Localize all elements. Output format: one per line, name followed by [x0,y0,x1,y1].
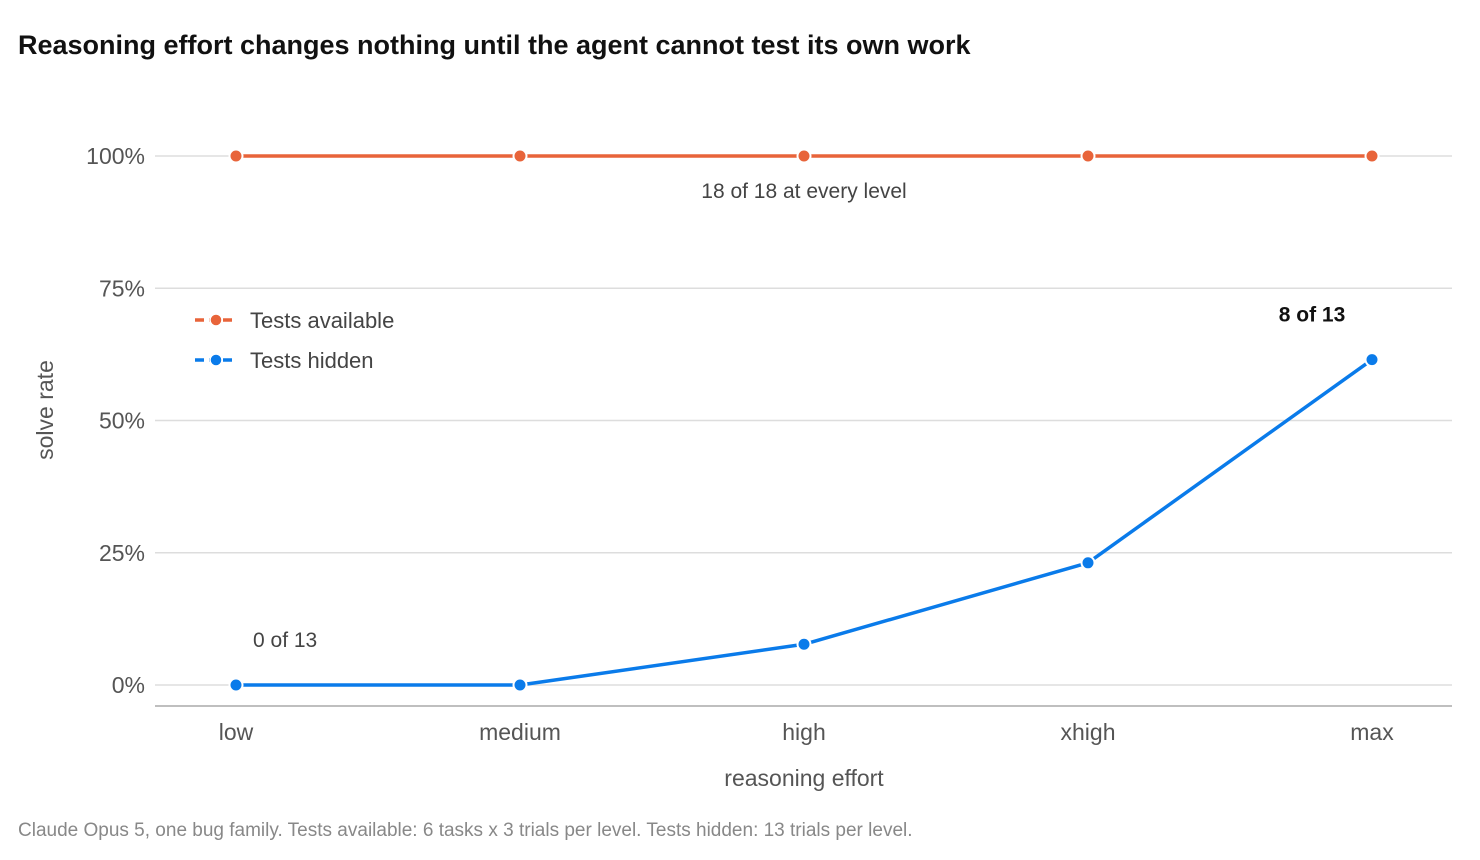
annotations: 18 of 18 at every level 0 of 13 8 of 13 [253,180,1345,652]
data-point [796,636,812,652]
x-axis-title: reasoning effort [724,765,884,791]
y-tick-label: 50% [99,408,145,434]
series-group [228,148,1380,164]
data-point [796,148,812,164]
chart-caption: Claude Opus 5, one bug family. Tests ava… [18,820,913,841]
x-axis-ticks: low medium high xhigh max [219,719,1394,745]
y-axis-ticks: 0% 25% 50% 75% 100% [86,143,145,698]
x-tick-label: xhigh [1061,719,1116,745]
x-tick-label: medium [479,719,561,745]
data-point [228,677,244,693]
legend-swatch-marker [209,353,223,367]
series-line [236,358,1374,687]
gridlines [155,155,1452,686]
annotation-label: 18 of 18 at every level [701,180,906,203]
legend-label: Tests hidden [250,348,374,373]
legend-item: Tests hidden [195,348,374,373]
data-point [1364,352,1380,368]
x-tick-label: low [219,719,254,745]
x-tick-label: max [1350,719,1394,745]
data-point [228,148,244,164]
series-lines [228,148,1380,693]
chart-title: Reasoning effort changes nothing until t… [18,30,971,60]
legend-item: Tests available [195,308,394,333]
y-tick-label: 100% [86,143,145,169]
annotation-label: 8 of 13 [1279,304,1346,327]
y-axis-title: solve rate [32,360,58,460]
data-point [1364,148,1380,164]
series-group [228,352,1380,693]
legend-label: Tests available [250,308,394,333]
legend: Tests available Tests hidden [195,308,394,373]
x-tick-label: high [782,719,825,745]
data-point [512,148,528,164]
y-tick-label: 25% [99,540,145,566]
data-point [1080,555,1096,571]
y-tick-label: 75% [99,275,145,301]
data-point [512,677,528,693]
annotation-label: 0 of 13 [253,629,317,652]
legend-swatch-marker [209,313,223,327]
data-point [1080,148,1096,164]
y-tick-label: 0% [112,672,145,698]
